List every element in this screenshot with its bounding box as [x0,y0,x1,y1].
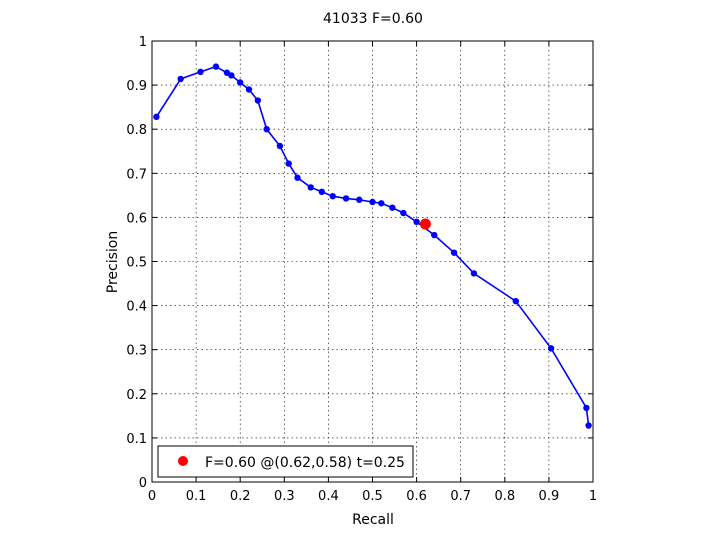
y-tick-label: 0.8 [126,123,147,138]
x-tick-label: 0.5 [362,489,383,504]
y-tick-label: 1 [139,35,147,50]
curve-point [177,75,184,83]
curve-point [585,422,592,429]
x-tick-label: 0 [148,489,156,504]
x-tick-label: 0.4 [318,489,339,504]
y-tick-label: 0.1 [126,432,147,447]
curve-point [356,196,363,203]
curve-point [583,404,590,412]
curve-point [197,68,204,76]
curve-point [245,86,253,93]
y-tick-label: 0.5 [126,256,147,271]
x-tick-label: 0.6 [406,489,427,504]
curve-point [307,184,314,191]
x-tick-label: 0.2 [230,489,251,504]
y-tick-label: 0.4 [126,300,147,315]
curve-point [237,79,244,86]
curve-point [212,63,220,70]
curve-point [153,113,160,121]
curve-point [329,193,337,200]
curve-point [254,97,262,104]
axis-tick-labels: 0 0.1 0.2 0.3 0.4 0.5 0.6 0.7 0.8 0.9 1 0 0.1 0.2 0.3 0… [126,35,597,504]
chart-title: 41033 F=0.60 [323,11,423,27]
x-tick-label: 1 [589,489,597,504]
y-tick-label: 0.3 [126,344,147,359]
curve-point [285,160,292,167]
curve-point [276,142,284,150]
curve-point [450,249,458,256]
x-axis-label: Recall [352,512,394,528]
x-tick-label: 0.1 [186,489,207,504]
curve-point [294,174,301,181]
curve-point [470,270,478,277]
y-tick-label: 0 [139,476,147,491]
axis-ticks [151,40,594,483]
curve-point [378,200,385,207]
curve-point [228,72,235,79]
precision-recall-curve [155,65,590,426]
curve-point [369,198,376,206]
curve-point [389,204,396,211]
curve-point [512,297,520,305]
best-f-point [419,218,431,230]
curve-point [318,188,325,196]
curve-point [547,345,555,352]
curve-point [431,231,438,239]
y-tick-label: 0.9 [126,79,147,94]
x-tick-label: 0.8 [494,489,515,504]
legend-box [157,445,414,478]
y-tick-label: 0.7 [126,167,147,182]
grid-lines [152,41,593,482]
curve-point [342,195,350,202]
legend-marker [178,456,188,466]
curve-points [153,63,592,429]
x-tick-label: 0.9 [539,489,560,504]
x-tick-label: 0.7 [450,489,471,504]
y-tick-label: 0.2 [126,388,147,403]
curve-point [263,126,270,133]
curve-point [413,218,420,226]
y-axis-label: Precision [105,231,121,293]
curve-point [400,209,407,217]
y-tick-label: 0.6 [126,211,147,226]
legend: F=0.60 @(0.62,0.58) t=0.25 [157,445,414,478]
legend-entry: F=0.60 @(0.62,0.58) t=0.25 [205,455,405,471]
x-tick-label: 0.3 [274,489,295,504]
